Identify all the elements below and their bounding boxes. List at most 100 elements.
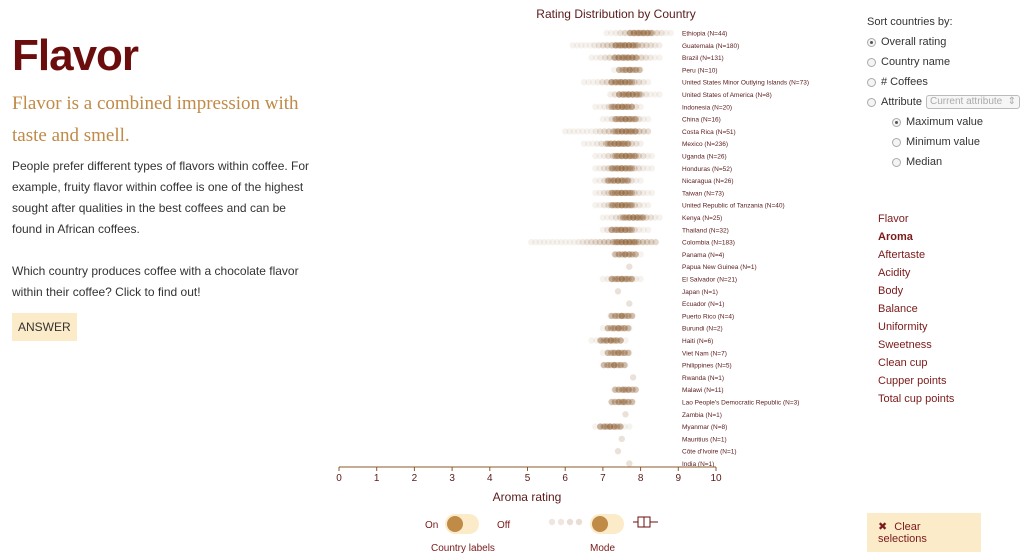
rating-dot[interactable] (623, 177, 631, 184)
rating-dot[interactable] (636, 66, 643, 74)
rating-dot[interactable] (610, 337, 617, 344)
rating-dot[interactable] (611, 423, 618, 430)
rating-dot[interactable] (610, 349, 617, 356)
rating-dot[interactable] (644, 202, 652, 209)
rating-dot[interactable] (592, 202, 599, 209)
rating-dot[interactable] (605, 177, 613, 184)
rating-dot[interactable] (614, 177, 622, 184)
rating-dot[interactable] (590, 79, 597, 86)
rating-dot[interactable] (612, 386, 619, 393)
rating-dot[interactable] (632, 386, 639, 393)
rating-dot[interactable] (602, 140, 609, 147)
rating-dot[interactable] (627, 29, 634, 37)
toggle-knob[interactable] (447, 516, 463, 532)
rating-dot[interactable] (648, 165, 656, 172)
rating-dot[interactable] (618, 312, 625, 320)
rating-dot[interactable] (626, 251, 634, 258)
toggle-knob[interactable] (592, 516, 608, 532)
rating-dot[interactable] (614, 361, 621, 369)
rating-dot[interactable] (562, 238, 569, 246)
rating-dot[interactable] (622, 337, 629, 344)
rating-dot[interactable] (608, 177, 615, 184)
rating-dot[interactable] (611, 349, 618, 356)
rating-dot[interactable] (611, 226, 619, 233)
radio-icon[interactable] (867, 37, 876, 47)
rating-dot[interactable] (622, 66, 630, 74)
rating-dot[interactable] (622, 115, 629, 123)
rating-dot[interactable] (588, 238, 595, 246)
country-row[interactable]: Nicaragua (N=26) (592, 177, 733, 185)
sort-option-country-name[interactable]: Country name (867, 52, 1027, 72)
country-label[interactable]: United Republic of Tanzania (N=40) (682, 203, 785, 210)
rating-dot[interactable] (622, 238, 629, 246)
rating-dot[interactable] (629, 386, 637, 393)
rating-dot[interactable] (626, 263, 633, 270)
rating-dot[interactable] (612, 42, 619, 49)
country-row[interactable]: Burundi (N=2) (599, 325, 723, 333)
rating-dot[interactable] (667, 29, 674, 37)
rating-dot[interactable] (583, 238, 591, 246)
country-row[interactable]: Mauritius (N=1) (618, 435, 727, 444)
rating-dot[interactable] (618, 54, 626, 61)
country-row[interactable]: Indonesia (N=20) (592, 103, 732, 112)
rating-dot[interactable] (600, 337, 607, 344)
rating-dot[interactable] (648, 238, 655, 246)
rating-dot[interactable] (631, 238, 638, 246)
country-label[interactable]: Guatemala (N=180) (682, 43, 739, 50)
dots-mode-icon[interactable] (548, 515, 590, 529)
rating-dot[interactable] (634, 214, 641, 221)
country-label[interactable]: Honduras (N=52) (682, 166, 732, 173)
rating-dot[interactable] (617, 115, 625, 123)
rating-dot[interactable] (589, 140, 596, 147)
rating-dot[interactable] (628, 275, 636, 283)
rating-dot[interactable] (618, 79, 625, 86)
rating-dot[interactable] (608, 29, 615, 37)
country-label[interactable]: United States of America (N=8) (682, 92, 772, 99)
rating-dot[interactable] (600, 423, 607, 430)
rating-dot[interactable] (614, 177, 622, 184)
rating-dot[interactable] (583, 128, 591, 135)
rating-dot[interactable] (600, 189, 608, 197)
rating-dot[interactable] (618, 312, 625, 320)
rating-dot[interactable] (618, 128, 626, 135)
country-row[interactable]: Haiti (N=6) (588, 337, 713, 345)
rating-dot[interactable] (625, 398, 632, 406)
rating-dot[interactable] (607, 337, 614, 344)
rating-dot[interactable] (573, 42, 581, 49)
rating-dot[interactable] (621, 202, 629, 209)
country-row[interactable]: Japan (N=1) (614, 288, 718, 296)
rating-dot[interactable] (618, 202, 625, 209)
rating-dot[interactable] (619, 103, 626, 111)
rating-dot[interactable] (605, 361, 612, 369)
rating-dot[interactable] (616, 91, 623, 98)
rating-dot[interactable] (603, 79, 611, 86)
rating-dot[interactable] (611, 361, 618, 369)
boxplot-mode-icon[interactable] (632, 515, 660, 529)
rating-dot[interactable] (597, 423, 604, 430)
rating-dot[interactable] (626, 79, 633, 86)
rating-dot[interactable] (637, 29, 644, 37)
country-label[interactable]: Nicaragua (N=26) (682, 178, 733, 185)
rating-dot[interactable] (607, 91, 614, 98)
radio-icon[interactable] (892, 117, 901, 127)
rating-dot[interactable] (624, 54, 631, 61)
rating-dot[interactable] (622, 42, 629, 49)
rating-dot[interactable] (599, 79, 606, 86)
rating-dot[interactable] (621, 66, 628, 74)
rating-dot[interactable] (593, 140, 601, 147)
rating-dot[interactable] (621, 325, 628, 332)
rating-dot[interactable] (618, 238, 625, 246)
country-row[interactable]: El Salvador (N=21) (599, 275, 737, 284)
rating-dot[interactable] (630, 42, 637, 49)
country-row[interactable]: Papua New Guinea (N=1) (626, 263, 757, 272)
rating-dot[interactable] (632, 91, 640, 98)
rating-dot[interactable] (627, 189, 634, 197)
rating-dot[interactable] (578, 42, 585, 49)
rating-dot[interactable] (605, 189, 612, 197)
country-row[interactable]: China (N=16) (599, 115, 721, 124)
rating-dot[interactable] (618, 226, 625, 233)
rating-dot[interactable] (612, 79, 620, 86)
rating-dot[interactable] (622, 115, 629, 123)
rating-dot[interactable] (625, 386, 632, 393)
rating-dot[interactable] (615, 238, 622, 246)
